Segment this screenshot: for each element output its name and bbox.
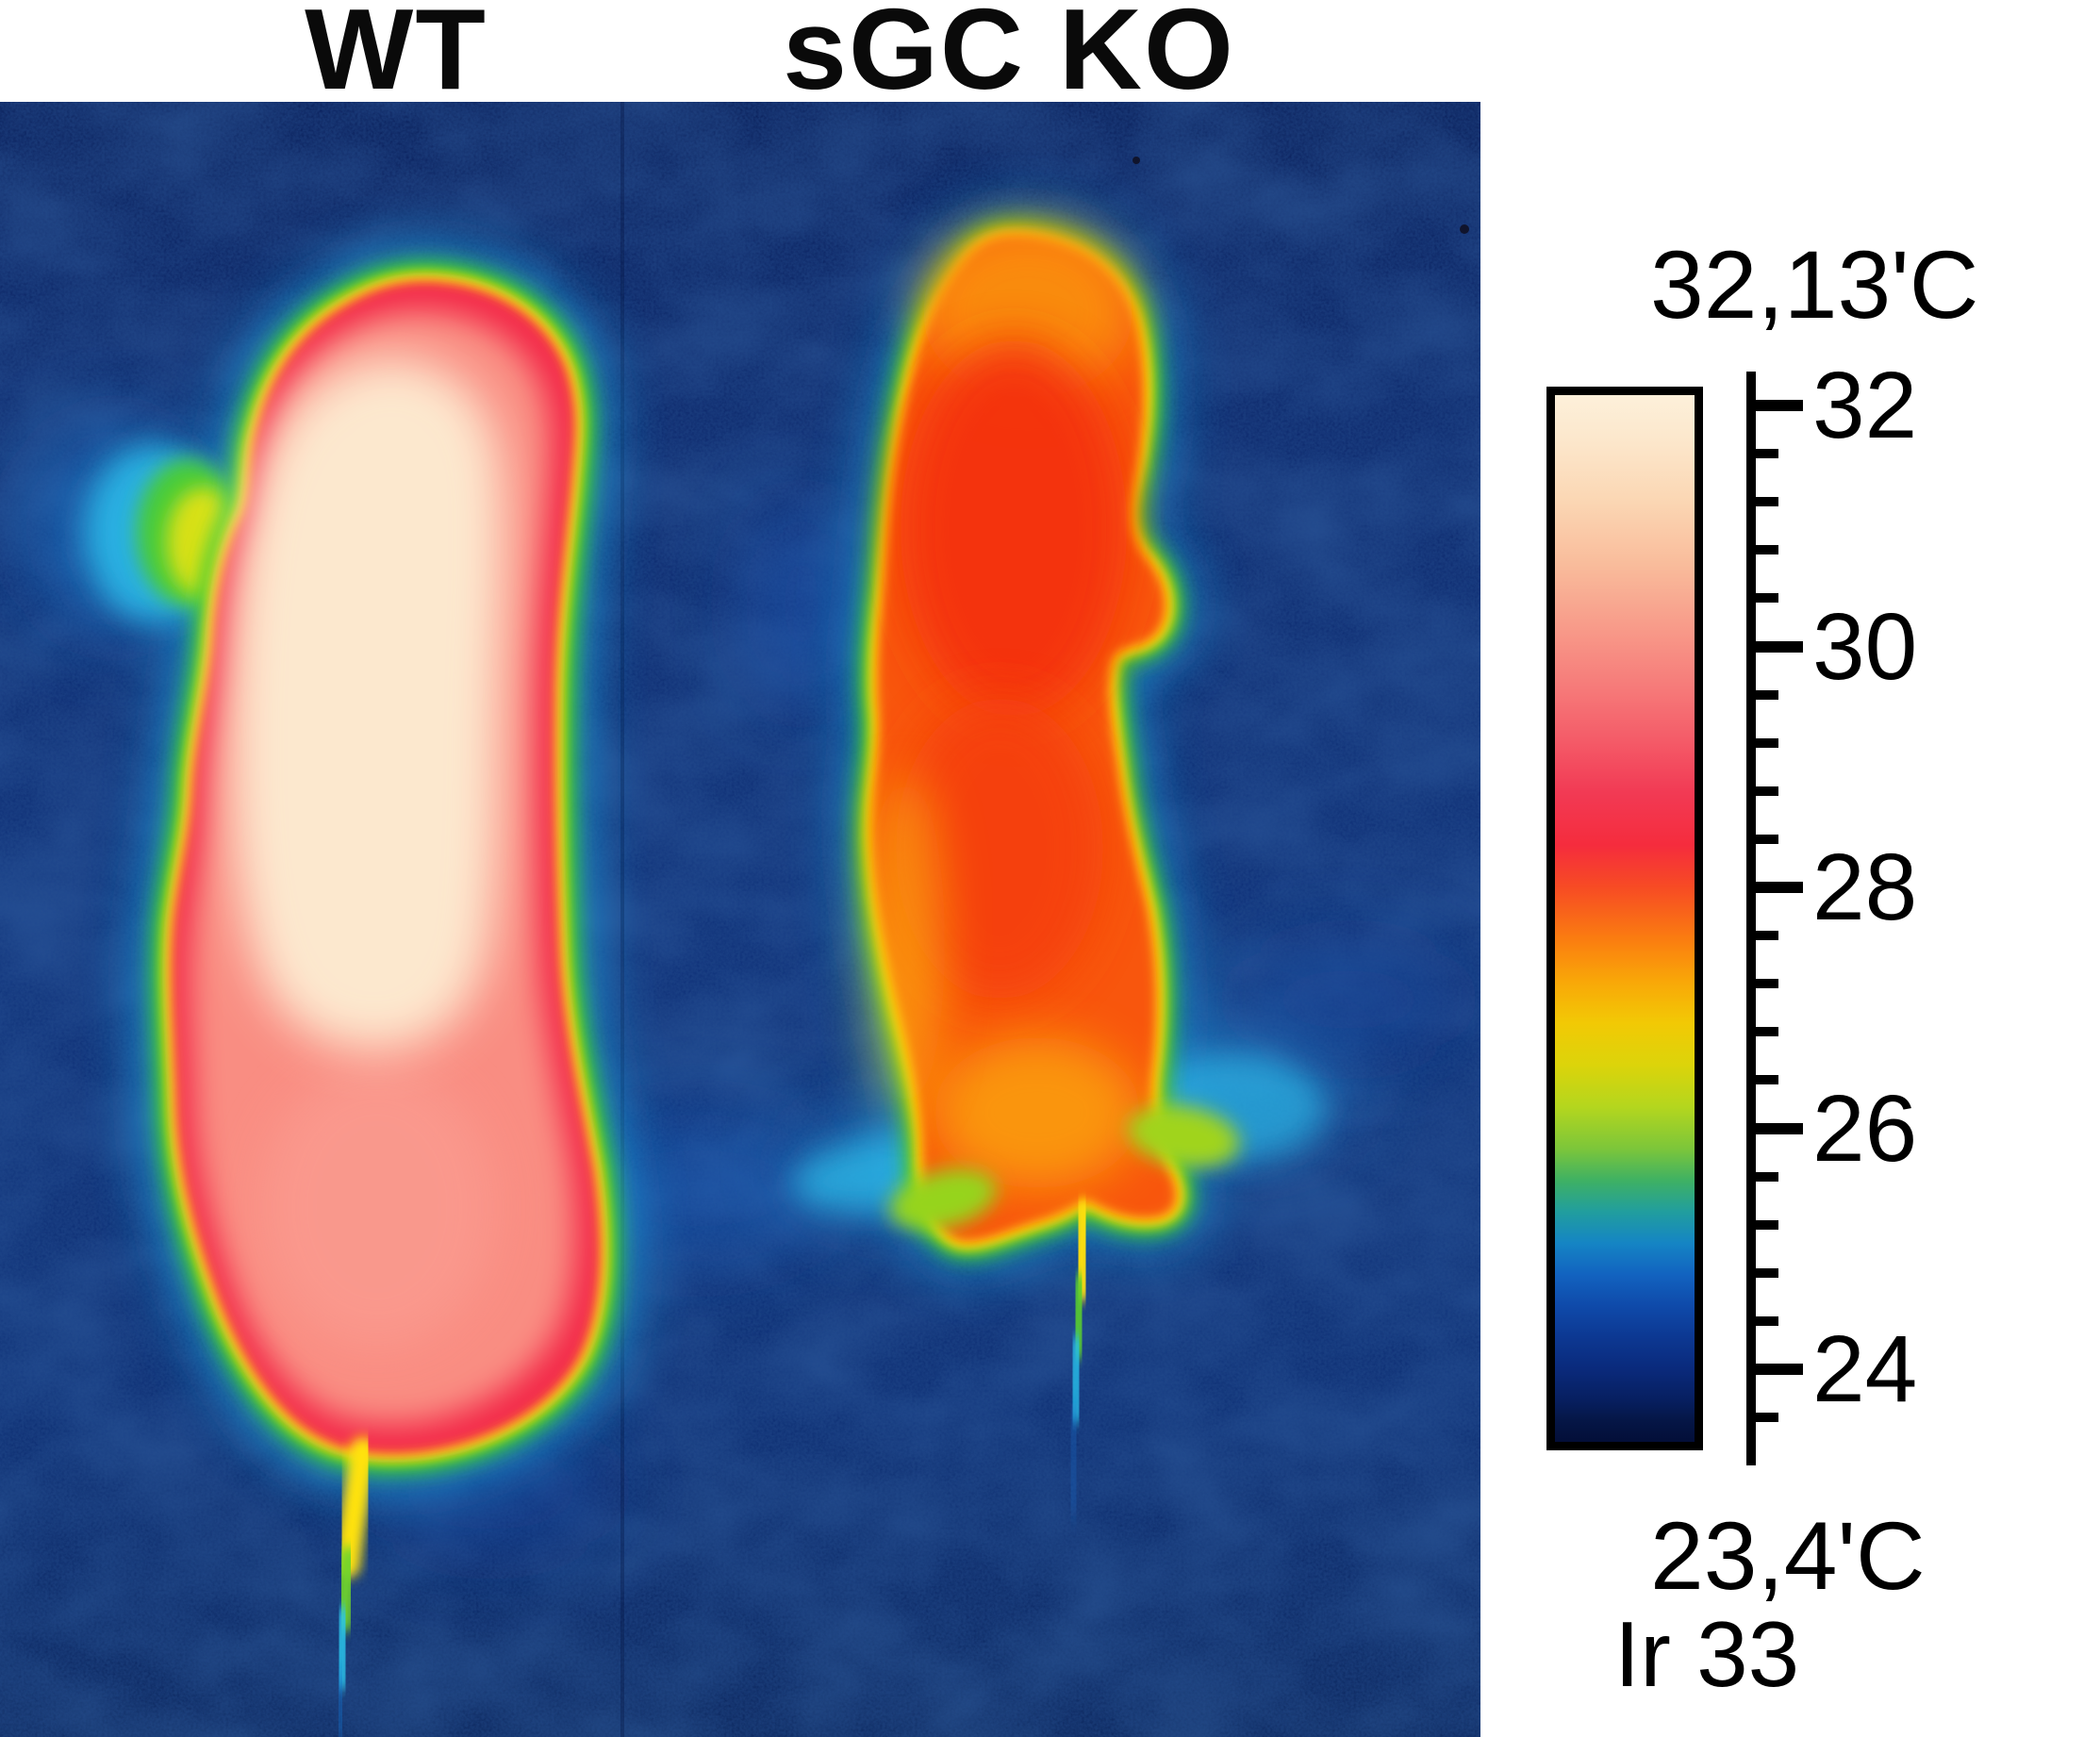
minor-tick <box>1756 786 1778 796</box>
minor-tick <box>1756 1219 1778 1230</box>
panel-seam <box>620 102 624 1737</box>
minor-tick <box>1756 931 1778 941</box>
minor-tick <box>1756 834 1778 844</box>
minor-tick <box>1756 1171 1778 1182</box>
minor-tick <box>1756 497 1778 507</box>
ko-mouse-tail <box>1066 1199 1097 1517</box>
minor-tick <box>1756 1413 1778 1423</box>
wt-label: WT <box>305 0 488 113</box>
camera-range-label: Ir 33 <box>1614 1602 1800 1706</box>
sensor-artifact-dot <box>1133 157 1140 164</box>
sgc-ko-label: sGC KO <box>783 0 1235 113</box>
tick-label: 30 <box>1812 593 1918 700</box>
scale-max-temperature: 32,13'C <box>1650 231 1979 339</box>
major-tick <box>1756 882 1803 893</box>
ko-mouse-left-paw <box>889 1168 997 1231</box>
scale-min-temperature: 23,4'C <box>1650 1502 1926 1610</box>
tick-label: 26 <box>1812 1075 1918 1182</box>
tick-label: 32 <box>1812 353 1918 458</box>
minor-tick <box>1756 1267 1778 1278</box>
scale-axis <box>1746 372 1756 1465</box>
thermal-image <box>0 102 1480 1737</box>
minor-tick <box>1756 737 1778 748</box>
ko-mouse-right-paw <box>1127 1104 1240 1168</box>
ko-mouse-thermal-silhouette <box>792 202 1325 1517</box>
minor-tick <box>1756 449 1778 459</box>
major-tick <box>1756 1364 1803 1375</box>
tick-label: 24 <box>1812 1316 1918 1422</box>
minor-tick <box>1756 1027 1778 1037</box>
colorbar-gradient <box>1555 395 1695 1442</box>
major-tick <box>1756 400 1803 411</box>
minor-tick <box>1756 689 1778 700</box>
major-tick <box>1756 1122 1803 1134</box>
wt-mouse-thermal-silhouette <box>85 240 641 1737</box>
minor-tick <box>1756 1315 1778 1326</box>
sensor-artifact-dot <box>1460 224 1469 234</box>
minor-tick <box>1756 979 1778 989</box>
wt-mouse-tail <box>332 1437 376 1737</box>
major-tick <box>1756 640 1803 653</box>
minor-tick <box>1756 593 1778 604</box>
minor-tick <box>1756 1075 1778 1085</box>
tick-label: 28 <box>1812 835 1918 940</box>
colorbar <box>1546 387 1703 1450</box>
thermal-svg <box>0 102 1480 1737</box>
minor-tick <box>1756 545 1778 555</box>
